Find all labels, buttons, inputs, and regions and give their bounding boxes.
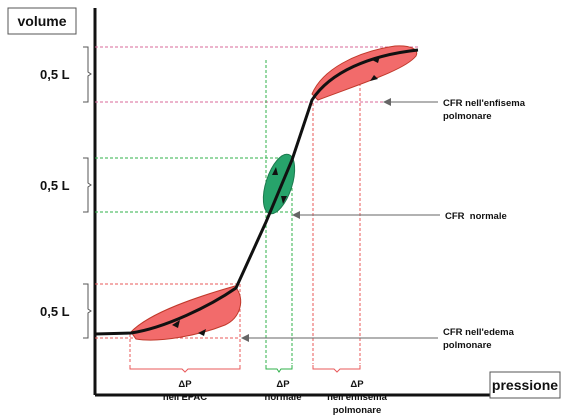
delta-epac-line1: ΔP (178, 379, 192, 390)
volume-braces (83, 46, 92, 339)
annotation-enfisema-line2: polmonare (443, 111, 492, 122)
y-axis-label: volume (17, 13, 66, 29)
annotation-enfisema-line1: CFR nell'enfisema (443, 98, 526, 109)
delta-normale-line1: ΔP (276, 379, 290, 390)
annotation-edema-line1: CFR nell'edema (443, 327, 515, 338)
loop-direction-arrows (172, 56, 380, 336)
volume-label-top: 0,5 L (40, 67, 70, 82)
annotation-normale: CFR normale (445, 211, 507, 222)
volume-label-middle: 0,5 L (40, 178, 70, 193)
normale-loop (262, 153, 296, 215)
delta-enfisema-line2: nell'enfisema (327, 392, 388, 403)
annotation-arrows (241, 98, 440, 342)
delta-epac-line2: nell'EPAC (163, 392, 207, 403)
delta-enfisema-line3: polmonare (333, 405, 382, 416)
x-axis-label: pressione (492, 377, 558, 393)
annotation-edema-line2: polmonare (443, 340, 492, 351)
delta-enfisema-line1: ΔP (350, 379, 364, 390)
delta-bracket-normale (265, 365, 293, 373)
volume-label-bottom: 0,5 L (40, 304, 70, 319)
enfisema-vertical-guides (312, 63, 361, 364)
y-axis-label-box (7, 7, 77, 35)
pv-curve (94, 48, 419, 336)
enfisema-loop (311, 45, 418, 101)
enfisema-guides (95, 46, 418, 103)
delta-brackets (129, 365, 361, 373)
delta-normale-line2: normale (265, 392, 302, 403)
x-axis-label-box (489, 371, 561, 399)
normale-guides (95, 60, 293, 364)
